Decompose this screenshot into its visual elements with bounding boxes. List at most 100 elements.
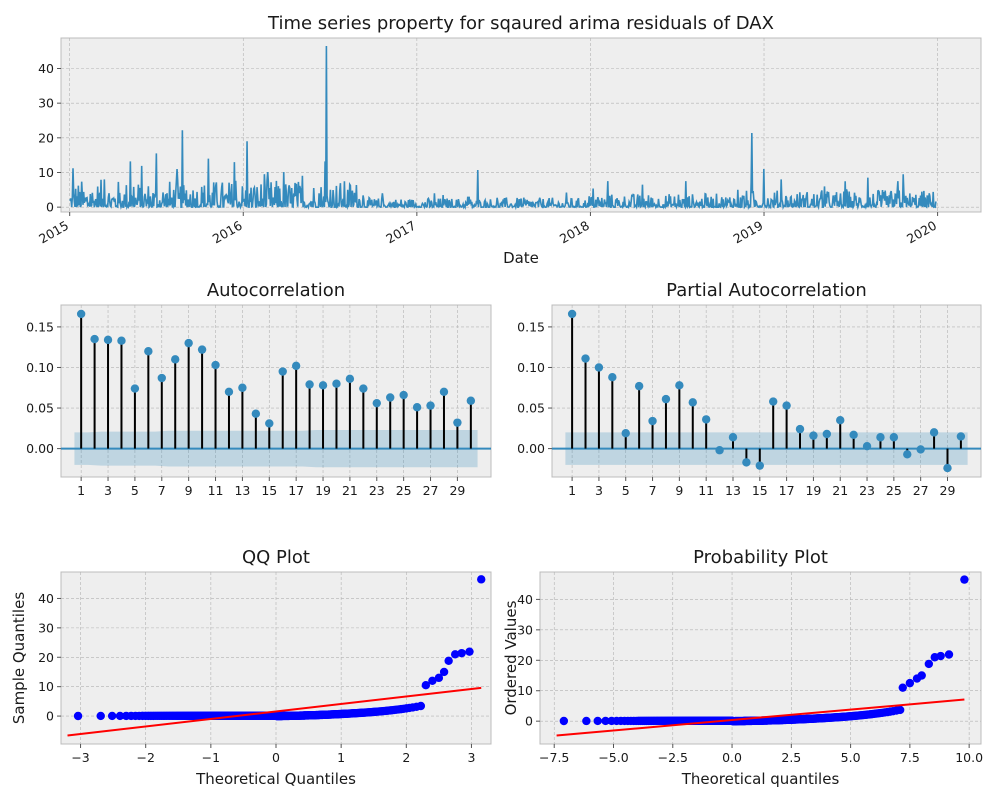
x-tick-label: 15 [752, 483, 768, 498]
y-tick-label: 10 [38, 165, 54, 180]
stem-marker [224, 387, 234, 397]
stem-marker [211, 360, 220, 370]
stem-marker [648, 416, 657, 426]
x-tick-label: 3 [467, 750, 475, 765]
stem-marker [675, 381, 684, 390]
y-tick-label: 20 [38, 650, 54, 665]
stem-marker [903, 450, 912, 459]
y-tick-label: 20 [517, 653, 533, 668]
stem-marker [197, 345, 207, 354]
qq-point [477, 575, 486, 584]
stem-marker [399, 390, 408, 400]
y-tick-label: 40 [38, 591, 54, 606]
x-tick-label: 7 [649, 483, 657, 498]
stem-marker [426, 401, 435, 410]
x-tick-label: 2015 [36, 218, 71, 247]
x-tick-label: 23 [369, 483, 385, 498]
x-tick-label: 17 [288, 483, 304, 498]
stem-marker [782, 401, 791, 410]
stem-marker [889, 433, 899, 442]
qq-point [593, 716, 602, 726]
stem-marker [238, 383, 247, 392]
x-tick-label: 2020 [904, 218, 939, 247]
x-tick-label: 21 [832, 483, 848, 498]
stem-marker [318, 381, 328, 390]
x-axis-label: Theoretical Quantiles [195, 770, 356, 788]
qq-point [936, 651, 945, 661]
stem-marker [849, 430, 858, 440]
stem-marker [594, 363, 604, 372]
stem-marker [76, 309, 86, 319]
stem-marker [769, 397, 778, 406]
qq-point [428, 676, 437, 685]
x-tick-label: 7 [158, 483, 166, 498]
stem-marker [943, 463, 952, 473]
pacf-plot: Partial Autocorrelation 0.00 0.05 0.10 0.15 1… [517, 280, 982, 498]
series-line [69, 45, 937, 211]
chart-title: Probability Plot [693, 547, 828, 568]
stem-marker [567, 309, 577, 319]
x-tick-label: 27 [913, 483, 929, 498]
x-tick-label: 1 [337, 750, 345, 765]
stem-marker [876, 433, 885, 442]
x-tick-label: 2018 [557, 218, 592, 247]
x-tick-label: 19 [315, 483, 331, 498]
stem-marker [171, 355, 180, 364]
x-tick-label: 2 [402, 750, 410, 765]
reference-line [67, 686, 482, 737]
stem-marker [359, 384, 368, 393]
x-tick-label: −7.5 [539, 750, 569, 765]
stem-marker [701, 415, 711, 424]
plot-area [60, 37, 982, 213]
x-tick-label: 3 [595, 483, 603, 498]
stem-marker [466, 396, 476, 405]
y-tick-label: 0 [46, 200, 54, 215]
x-tick-label: 23 [859, 483, 875, 498]
x-tick-label: 19 [805, 483, 821, 498]
stem-marker [144, 347, 153, 356]
x-tick-label: 27 [423, 483, 439, 498]
stem-marker [688, 398, 697, 407]
x-tick-label: −5.0 [598, 750, 628, 765]
y-tick-label: 0.10 [517, 360, 545, 375]
time-series-plot: Time series property for sqaured arima r… [36, 13, 982, 267]
chart-title: Autocorrelation [207, 280, 345, 301]
stem-marker [332, 379, 341, 388]
stem-marker [157, 373, 166, 383]
qq-point [917, 671, 926, 680]
stem-marker [453, 418, 462, 427]
stem-marker [661, 394, 671, 404]
qq-point [457, 648, 466, 658]
stem-marker [278, 367, 287, 376]
x-tick-label: 13 [725, 483, 741, 498]
y-axis-label: Sample Quantiles [10, 592, 28, 724]
stem-marker [90, 334, 99, 344]
x-tick-label: 3 [104, 483, 112, 498]
x-tick-label: −2 [136, 750, 154, 765]
x-tick-label: 7.5 [900, 750, 920, 765]
chart-title: QQ Plot [242, 547, 310, 568]
x-tick-label: 1 [77, 483, 85, 498]
stem-marker [372, 398, 381, 408]
x-tick-label: −1 [202, 750, 220, 765]
stem-marker [822, 429, 832, 439]
x-tick-label: −2.5 [658, 750, 688, 765]
x-tick-label: 25 [886, 483, 902, 498]
qq-point [898, 683, 907, 692]
reference-line [556, 698, 965, 737]
chart-title: Partial Autocorrelation [666, 280, 867, 301]
x-tick-label: 13 [234, 483, 250, 498]
x-tick-label: 5 [622, 483, 630, 498]
y-tick-label: 0.10 [26, 360, 54, 375]
x-tick-label: 29 [940, 483, 956, 498]
x-tick-label: 15 [261, 483, 277, 498]
qq-point [434, 673, 444, 683]
stem-marker [742, 458, 751, 467]
x-axis-label: Date [503, 249, 539, 267]
y-tick-label: 0 [46, 709, 54, 724]
qq-point [416, 701, 426, 711]
x-tick-label: 11 [698, 483, 714, 498]
x-tick-label: 2017 [383, 218, 418, 247]
